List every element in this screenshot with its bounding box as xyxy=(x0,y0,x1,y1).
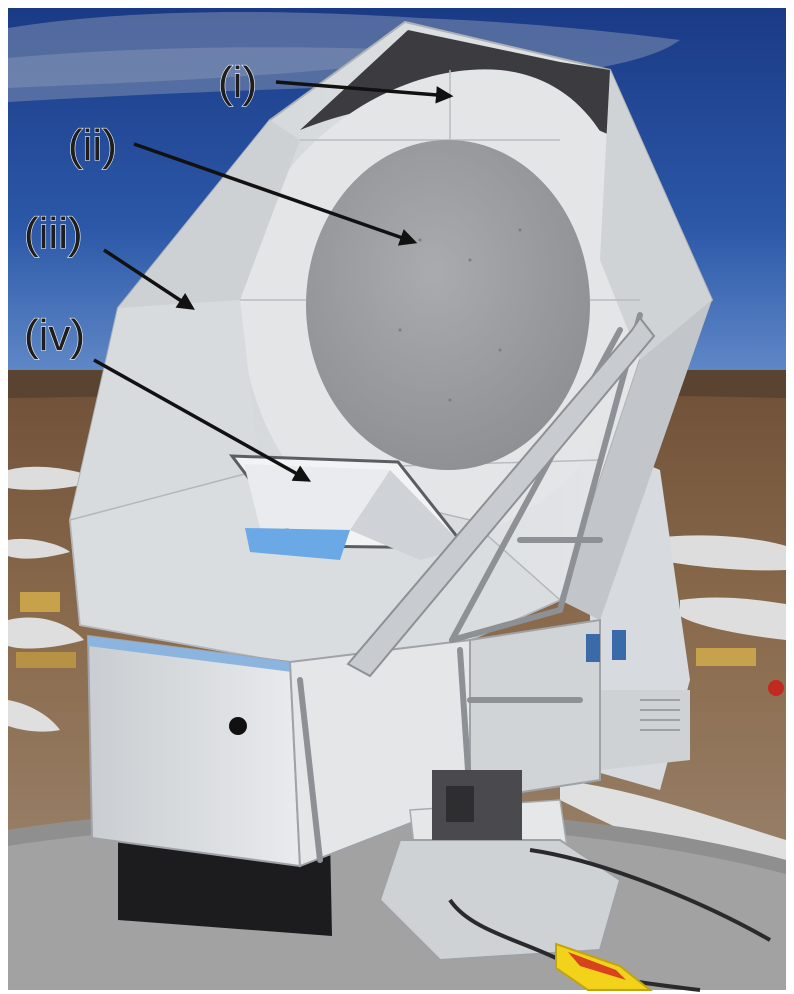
cloud xyxy=(8,12,680,103)
label-iv-text: (iv) xyxy=(24,311,85,360)
label-i-text: (i) xyxy=(218,58,257,107)
receiver-cabin-left xyxy=(86,634,302,868)
label-iii: (iii) xyxy=(23,208,195,310)
label-iii-text: (iii) xyxy=(24,209,83,258)
label-i: (i) xyxy=(217,57,454,108)
label-ii: (ii) xyxy=(67,120,418,246)
primary-mirror xyxy=(306,140,590,470)
label-ii-text: (ii) xyxy=(68,121,117,170)
label-iv: (iv) xyxy=(23,310,312,482)
